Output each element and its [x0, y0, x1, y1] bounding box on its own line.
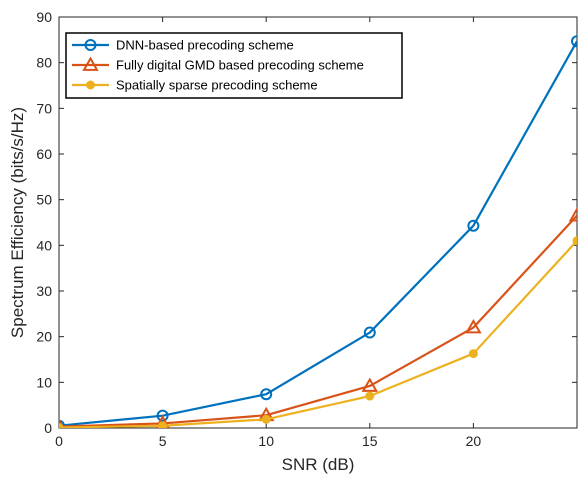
data-point: [468, 349, 478, 359]
legend-swatch-marker: [82, 56, 99, 71]
y-tick-label: 10: [36, 374, 52, 390]
data-point: [467, 219, 480, 232]
series-line: [59, 40, 577, 427]
series-line: [59, 214, 577, 428]
legend-entry: DNN-based precoding scheme: [72, 38, 294, 53]
legend-entry: Fully digital GMD based precoding scheme: [72, 56, 364, 73]
x-tick-label: 5: [159, 433, 167, 449]
series-line: [59, 240, 577, 428]
data-point: [361, 377, 379, 392]
data-point: [260, 388, 273, 401]
y-tick-label: 60: [36, 146, 52, 162]
x-tick-label: 10: [258, 433, 274, 449]
y-tick-label: 70: [36, 100, 52, 116]
data-point: [568, 207, 577, 222]
series-layer: [59, 35, 577, 428]
y-tick-label: 20: [36, 329, 52, 345]
legend-label: DNN-based precoding scheme: [116, 38, 294, 53]
legend-swatch-marker: [86, 80, 95, 90]
data-point: [156, 409, 169, 422]
legend-label: Fully digital GMD based precoding scheme: [116, 58, 364, 73]
y-tick-label: 50: [36, 192, 52, 208]
y-axis-title: Spectrum Efficiency (bits/s/Hz): [8, 107, 27, 338]
data-point: [59, 423, 64, 428]
data-point: [572, 236, 577, 246]
data-point: [365, 391, 375, 401]
legend-entry: Spatially sparse precoding scheme: [72, 78, 318, 93]
x-tick-label: 0: [55, 433, 63, 449]
x-tick-label: 15: [362, 433, 378, 449]
x-axis-title: SNR (dB): [282, 455, 355, 474]
legend-swatch-marker: [84, 39, 97, 51]
data-point: [363, 326, 376, 339]
y-tick-label: 0: [44, 420, 52, 436]
y-tick-label: 30: [36, 283, 52, 299]
y-tick-label: 80: [36, 55, 52, 71]
legend: DNN-based precoding scheme Fully digital …: [65, 32, 403, 99]
series-3: [59, 236, 577, 428]
legend-label: Spatially sparse precoding scheme: [116, 78, 318, 93]
x-tick-label: 20: [466, 433, 482, 449]
data-point: [465, 319, 482, 334]
data-point: [571, 35, 577, 48]
y-tick-label: 90: [36, 9, 52, 25]
legend-box: [65, 32, 403, 99]
data-point: [261, 414, 271, 424]
data-point: [158, 421, 168, 428]
y-tick-label: 40: [36, 237, 52, 253]
